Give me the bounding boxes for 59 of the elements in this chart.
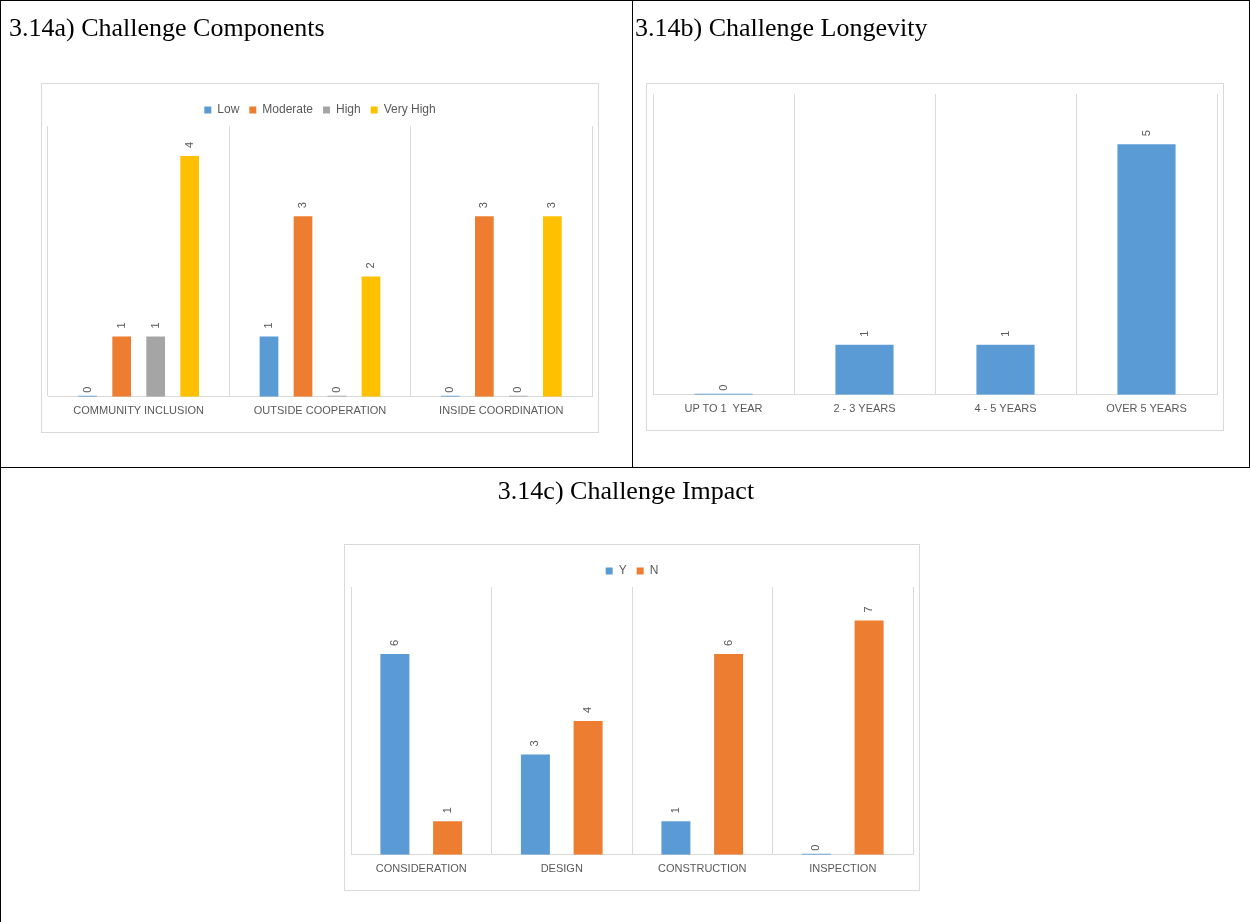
data-label: 0 bbox=[511, 386, 524, 393]
bar bbox=[361, 276, 381, 397]
bar bbox=[854, 620, 884, 855]
x-tick-label: COMMUNITY INCLUSION bbox=[73, 404, 205, 417]
data-label: 0 bbox=[80, 386, 93, 393]
x-tick-label: 2 - 3 YEARS bbox=[833, 402, 896, 415]
bar bbox=[474, 216, 494, 397]
bar bbox=[112, 336, 132, 397]
legend-label: Low bbox=[217, 102, 240, 117]
data-label: 5 bbox=[1139, 130, 1152, 137]
x-tick-label: 4 - 5 YEARS bbox=[974, 402, 1037, 415]
legend-label: N bbox=[649, 563, 659, 578]
data-label: 0 bbox=[809, 844, 822, 851]
legend-label: Very High bbox=[383, 102, 436, 117]
legend-label: Y bbox=[618, 563, 627, 578]
data-label: 3 bbox=[545, 202, 558, 209]
data-label: 4 bbox=[182, 141, 195, 149]
bar bbox=[146, 336, 166, 397]
bar bbox=[542, 216, 562, 397]
data-label: 3 bbox=[296, 202, 309, 209]
bar bbox=[380, 653, 410, 855]
data-label: 7 bbox=[862, 606, 875, 613]
x-tick-label: DESIGN bbox=[540, 862, 583, 875]
data-label: 6 bbox=[721, 639, 734, 646]
bar bbox=[180, 156, 200, 397]
bar bbox=[661, 821, 691, 855]
data-label: 4 bbox=[581, 706, 594, 713]
bar bbox=[293, 216, 313, 397]
chart-title: 3.14b) Challenge Longevity bbox=[635, 13, 928, 43]
data-label: 1 bbox=[998, 330, 1011, 337]
bar bbox=[433, 821, 463, 855]
bar bbox=[259, 336, 279, 397]
data-label: 1 bbox=[440, 807, 453, 814]
data-label: 3 bbox=[528, 740, 541, 747]
data-label: 1 bbox=[668, 807, 681, 814]
x-tick-label: INSIDE COORDINATION bbox=[439, 404, 564, 417]
data-label: 1 bbox=[148, 322, 161, 329]
data-label: 0 bbox=[330, 386, 343, 393]
x-tick-label: INSPECTION bbox=[809, 862, 877, 875]
bar bbox=[573, 720, 603, 855]
legend-label: Moderate bbox=[262, 102, 314, 117]
bar bbox=[714, 653, 744, 855]
x-tick-label: CONSTRUCTION bbox=[657, 862, 747, 875]
data-label: 0 bbox=[443, 386, 456, 393]
data-label: 1 bbox=[262, 322, 275, 329]
data-label: 2 bbox=[364, 262, 377, 269]
data-label: 3 bbox=[477, 202, 490, 209]
x-tick-label: OUTSIDE COOPERATION bbox=[253, 404, 387, 417]
chart-title: 3.14a) Challenge Components bbox=[9, 13, 325, 43]
x-tick-label: OVER 5 YEARS bbox=[1106, 402, 1187, 415]
bar bbox=[520, 754, 550, 855]
data-label: 0 bbox=[716, 384, 729, 391]
x-tick-label: UP TO 1 YEAR bbox=[684, 402, 763, 415]
data-label: 1 bbox=[114, 322, 127, 329]
chart-title: 3.14c) Challenge Impact bbox=[496, 476, 756, 506]
data-label: 6 bbox=[387, 639, 400, 646]
data-label: 1 bbox=[857, 330, 870, 337]
x-tick-label: CONSIDERATION bbox=[375, 862, 467, 875]
legend-label: High bbox=[336, 102, 361, 117]
